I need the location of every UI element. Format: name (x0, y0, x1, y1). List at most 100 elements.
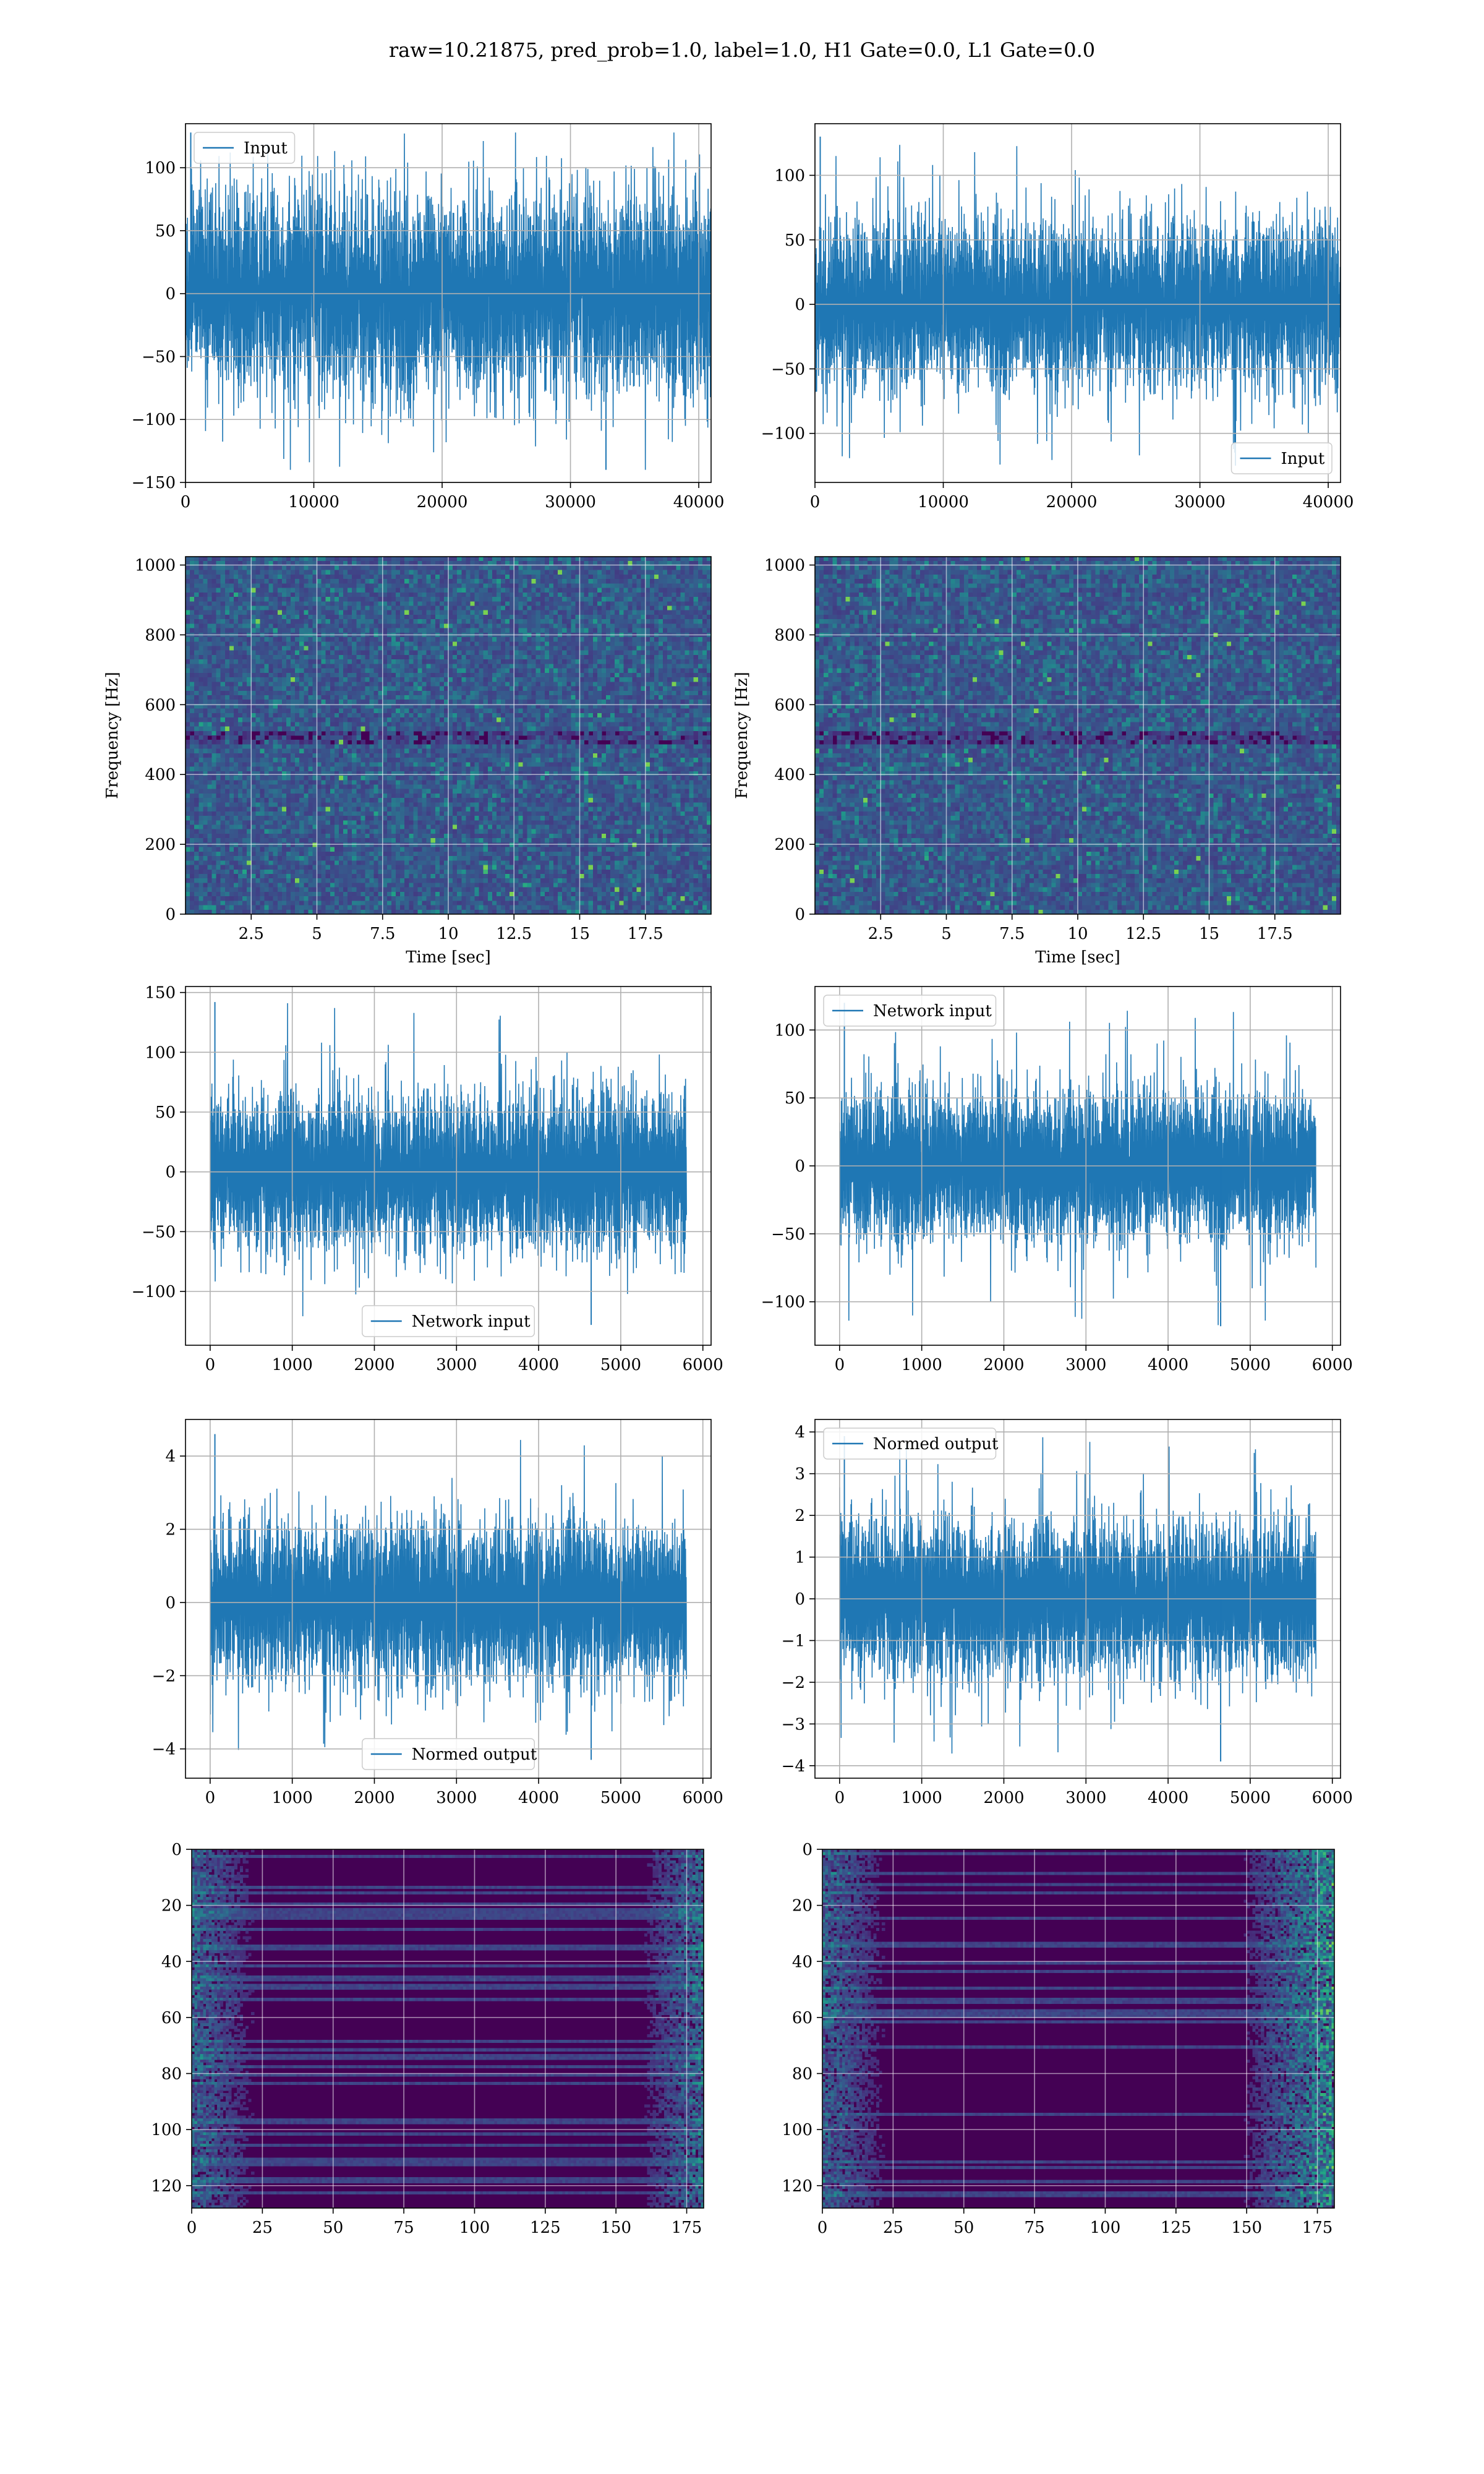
spectrogram-h1-cell (365, 588, 370, 593)
spectrogram-h1-cell (584, 557, 589, 562)
spectrogram-h1-cell (645, 579, 650, 584)
spectrogram-h1-cell (356, 597, 361, 602)
spectrogram-h1-cell (636, 597, 642, 602)
spectrogram-h1-cell (308, 708, 313, 714)
spectrogram-h1-cell (413, 668, 418, 674)
spectrogram-h1-cell (479, 614, 484, 620)
spectrogram-h1-cell (295, 583, 300, 589)
spectrogram-h1-cell (343, 588, 348, 593)
spectrogram-h1-cell (579, 610, 585, 615)
spectrogram-h1-cell (540, 610, 545, 615)
spectrogram-h1-cell (356, 606, 361, 611)
spectrogram-h1-cell (610, 588, 615, 593)
spectrogram-h1-cell (286, 659, 291, 664)
spectrogram-h1-cell (286, 614, 291, 620)
spectrogram-h1-cell (304, 682, 309, 687)
spectrogram-h1-cell (579, 695, 585, 700)
spectrogram-h1-cell (255, 646, 260, 651)
spectrogram-h1-cell (233, 610, 239, 615)
spectrogram-h1-cell (216, 717, 221, 722)
spectrogram-h1-cell (540, 623, 545, 629)
spectrogram-h1-cell (404, 730, 409, 736)
spectrogram-h1-cell (641, 579, 646, 584)
spectrogram-h1-cell (186, 686, 190, 691)
spectrogram-h1-cell (518, 574, 523, 580)
spectrogram-h1-cell (492, 668, 497, 674)
spectrogram-h1-cell (615, 606, 620, 611)
spectrogram-h1-cell (623, 623, 628, 629)
spectrogram-h1-cell (247, 623, 252, 629)
spectrogram-h1-cell (641, 730, 646, 736)
spectrogram-h1-cell (496, 722, 501, 727)
spectrogram-h1-cell (636, 655, 642, 660)
spectrogram-h1-cell (562, 570, 567, 575)
spectrogram-h1-cell (373, 610, 379, 615)
spectrogram-h1-cell (522, 722, 528, 727)
spectrogram-h1-cell (396, 659, 401, 664)
spectrogram-h1-cell (518, 686, 523, 691)
spectrogram-h1-cell (562, 561, 567, 566)
spectrogram-h1-cell (566, 610, 571, 615)
spectrogram-h1-cell (207, 713, 213, 718)
spectrogram-h1-cell (457, 700, 462, 704)
spectrogram-h1-cell (224, 561, 230, 566)
spectrogram-h1-cell (325, 730, 331, 736)
spectrogram-h1-cell (325, 641, 331, 647)
spectrogram-h1-cell (628, 601, 633, 607)
spectrogram-h1-cell (619, 583, 624, 589)
spectrogram-h1-cell (312, 704, 318, 709)
spectrogram-h1-cell (330, 561, 335, 566)
spectrogram-h1-cell (338, 606, 344, 611)
spectrogram-h1-cell (641, 677, 646, 682)
spectrogram-h1-cell (391, 561, 396, 566)
spectrogram-h1-cell (487, 664, 493, 669)
spectrogram-h1-cell (343, 664, 348, 669)
spectrogram-h1-cell (352, 565, 357, 571)
spectrogram-h1-cell (548, 686, 554, 691)
spectrogram-h1-cell (260, 574, 265, 580)
spectrogram-h1-cell (492, 690, 497, 696)
spectrogram-h1-cell (369, 668, 375, 674)
spectrogram-h1-cell (255, 614, 260, 620)
spectrogram-h1-cell (216, 682, 221, 687)
spectrogram-h1-cell (400, 682, 405, 687)
spectrogram-h1-cell (373, 597, 379, 602)
spectrogram-h1-cell (360, 722, 365, 727)
spectrogram-h1-cell (430, 682, 436, 687)
spectrogram-h1-cell (632, 677, 638, 682)
spectrogram-h1-cell (496, 686, 501, 691)
spectrogram-h1-cell (251, 650, 256, 656)
spectrogram-h1-cell (628, 708, 633, 714)
spectrogram-h1-cell (505, 690, 510, 696)
spectrogram-h1-cell (396, 686, 401, 691)
spectrogram-h1-cell (413, 713, 418, 718)
spectrogram-h1-cell (697, 583, 703, 589)
spectrogram-h1-cell (348, 646, 352, 651)
spectrogram-h1-cell (422, 682, 427, 687)
spectrogram-h1-cell (312, 637, 318, 642)
spectrogram-h1-cell (579, 623, 585, 629)
spectrogram-h1-cell (676, 601, 681, 607)
spectrogram-h1-cell (291, 557, 296, 562)
spectrogram-h1-cell (413, 677, 418, 682)
spectrogram-h1-cell (623, 601, 628, 607)
spectrogram-h1-cell (417, 704, 423, 709)
spectrogram-h1-cell (470, 610, 475, 615)
spectrogram-h1-cell (615, 574, 620, 580)
input-h1-series-line (186, 132, 711, 470)
spectrogram-h1-cell (562, 730, 567, 736)
spectrogram-h1-cell (645, 668, 650, 674)
spectrogram-h1-cell (264, 659, 270, 664)
spectrogram-h1-cell (641, 722, 646, 727)
spectrogram-h1-cell (610, 646, 615, 651)
spectrogram-h1-cell (540, 606, 545, 611)
spectrogram-h1-cell (641, 713, 646, 718)
spectrogram-h1-cell (211, 726, 217, 732)
spectrogram-h1-cell (251, 592, 256, 597)
spectrogram-h1-cell (224, 655, 230, 660)
spectrogram-h1-cell (360, 650, 365, 656)
spectrogram-h1-cell (229, 713, 234, 718)
spectrogram-h1-cell (544, 570, 550, 575)
spectrogram-h1-cell (689, 597, 694, 602)
spectrogram-h1-cell (496, 655, 501, 660)
